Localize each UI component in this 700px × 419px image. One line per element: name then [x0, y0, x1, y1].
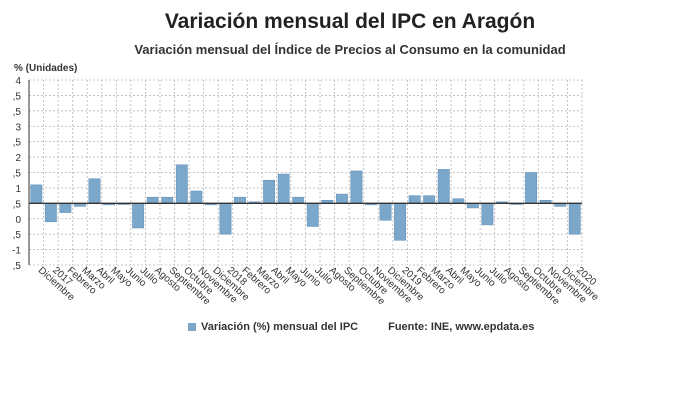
source-note: Fuente: INE, www.epdata.es — [388, 321, 535, 333]
chart-subtitle: Variación mensual del Índice de Precios … — [134, 42, 566, 57]
bar — [437, 169, 450, 204]
bar — [394, 203, 407, 241]
bar — [190, 190, 203, 204]
y-tick-label: ,5 — [13, 107, 22, 118]
bar — [568, 203, 581, 235]
y-tick-label: ,5 — [13, 91, 22, 102]
legend: Variación (%) mensual del IPC Fuente: IN… — [188, 321, 534, 333]
y-tick-label: ,5 — [13, 261, 22, 272]
y-axis-ticks: 4 ,5 ,5 3 ,5 2 ,5 1 ,5 0 ,5 -1 ,5 — [12, 76, 21, 272]
bar — [234, 196, 246, 204]
bar — [146, 196, 159, 204]
bar — [132, 203, 145, 229]
y-axis-label: % (Unidades) — [14, 63, 77, 74]
x-axis-ticks: Diciembre2017FebreroMarzoAbrilMayoJunioJ… — [36, 265, 601, 308]
y-tick-label: 4 — [15, 76, 21, 87]
y-tick-label: 1 — [15, 184, 21, 195]
y-tick-label: ,5 — [13, 138, 22, 149]
gridlines — [28, 79, 583, 266]
bar — [423, 195, 436, 204]
y-tick-label: ,5 — [13, 230, 22, 241]
legend-swatch — [188, 323, 196, 331]
y-tick-label: ,5 — [13, 199, 22, 210]
y-tick-label: ,5 — [13, 169, 22, 180]
bar — [161, 196, 174, 204]
y-tick-label: 2 — [15, 153, 21, 164]
y-tick-label: -1 — [12, 246, 21, 257]
bar — [30, 184, 43, 204]
bar — [44, 203, 57, 223]
bar — [379, 203, 392, 221]
legend-series-label: Variación (%) mensual del IPC — [201, 321, 359, 333]
bar — [481, 203, 494, 226]
bar — [219, 203, 232, 235]
bars — [28, 80, 582, 265]
bar — [306, 203, 319, 227]
bar — [292, 196, 305, 204]
bar — [263, 179, 276, 204]
bar — [408, 195, 421, 204]
chart-title: Variación mensual del IPC en Aragón — [164, 10, 536, 33]
bar — [175, 164, 188, 204]
y-tick-label: 3 — [15, 122, 21, 133]
y-tick-label: 0 — [15, 215, 21, 226]
bar — [277, 173, 290, 204]
bar — [525, 172, 537, 204]
bar — [59, 203, 72, 213]
bar — [350, 170, 363, 204]
bar — [335, 193, 348, 204]
bar — [88, 178, 101, 204]
